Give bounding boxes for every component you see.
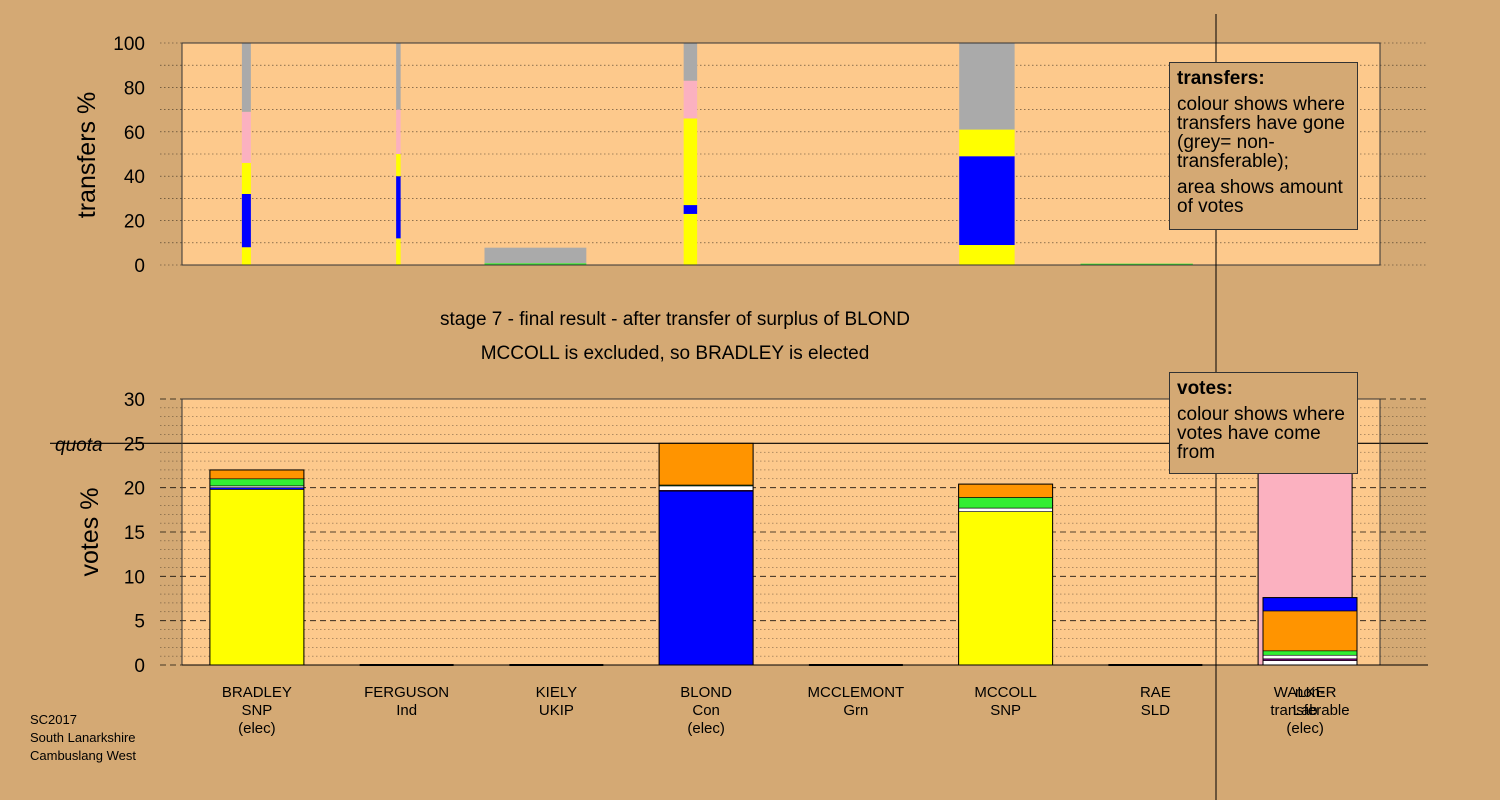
transfer-bar-segment xyxy=(484,247,587,264)
transfers-plot-border xyxy=(181,42,1381,266)
votes-tick-label: 20 xyxy=(124,479,145,500)
transfer-bar-segment xyxy=(396,43,401,110)
vote-bar-segment xyxy=(209,469,305,480)
candidate-name: MCCOLL xyxy=(974,684,1037,701)
stage-subtitle: MCCOLL is excluded, so BRADLEY is electe… xyxy=(481,343,870,364)
candidate-status: (elec) xyxy=(1286,720,1324,737)
transfers-tick-label: 40 xyxy=(124,167,145,188)
transfer-bar-segment xyxy=(396,176,401,239)
stage-title: stage 7 - final result - after transfer … xyxy=(440,309,910,330)
votes-tick-label: 5 xyxy=(134,612,145,633)
candidate-name: RAE xyxy=(1140,684,1171,701)
transfers-legend-text: colour shows where transfers have gone (… xyxy=(1177,94,1345,172)
transfers-legend-box: transfers: colour shows where transfers … xyxy=(1169,62,1358,230)
footer-line-2: South Lanarkshire xyxy=(30,730,136,745)
transfers-legend-title: transfers: xyxy=(1177,68,1265,89)
transfer-bar-segment xyxy=(683,213,698,265)
transfer-bar-segment xyxy=(396,238,401,265)
candidate-party: Grn xyxy=(843,702,868,719)
candidate-name: WALKER xyxy=(1274,684,1337,701)
transfers-tick-label: 100 xyxy=(113,34,145,55)
votes-tick-label: 30 xyxy=(124,390,145,411)
candidate-status: (elec) xyxy=(238,720,276,737)
transfer-bar-segment xyxy=(396,154,401,177)
vote-bar-segment xyxy=(658,485,754,491)
transfer-bar-segment xyxy=(959,43,1015,130)
transfer-bar-segment xyxy=(959,156,1015,246)
transfer-bar-segment xyxy=(396,109,401,154)
transfer-bar-segment xyxy=(683,118,698,206)
votes-tick-label: 15 xyxy=(124,523,145,544)
footer-line-1: SC2017 xyxy=(30,712,77,727)
candidate-name: MCCLEMONT xyxy=(808,684,905,701)
candidate-name: BRADLEY xyxy=(222,684,292,701)
vote-bar-segment xyxy=(1262,650,1358,656)
transfers-tick-label: 60 xyxy=(124,123,145,144)
transfer-bar-segment xyxy=(241,193,251,248)
transfer-bar-segment xyxy=(241,43,251,112)
transfer-bar-segment xyxy=(484,263,587,265)
candidate-party: Ind xyxy=(396,702,417,719)
vote-bar-segment xyxy=(958,483,1053,498)
transfers-legend-note: area shows amount of votes xyxy=(1177,177,1343,217)
candidate-status: (elec) xyxy=(687,720,725,737)
candidate-name: KIELY xyxy=(536,684,577,701)
transfer-bar-segment xyxy=(683,205,698,214)
vote-bar-segment xyxy=(658,443,754,486)
transfer-bar-segment xyxy=(1080,263,1193,265)
vote-bar-segment xyxy=(1262,660,1358,666)
transfer-bar-segment xyxy=(241,162,251,194)
votes-legend-text: colour shows where votes have come from xyxy=(1177,404,1345,463)
candidate-party: SNP xyxy=(990,702,1021,719)
transfer-bar-segment xyxy=(683,80,698,119)
candidate-name: non- xyxy=(1295,684,1325,701)
vote-bar-segment xyxy=(1262,610,1358,652)
vote-bar-segment xyxy=(209,489,305,666)
candidate-party: UKIP xyxy=(539,702,574,719)
vote-bar-segment xyxy=(1262,654,1358,660)
transfers-tick-label: 20 xyxy=(124,212,145,233)
transfers-tick-label: 80 xyxy=(124,78,145,99)
candidate-party: SLD xyxy=(1141,702,1170,719)
transfer-bar-segment xyxy=(241,247,251,265)
votes-legend-box: votes: colour shows where votes have com… xyxy=(1169,372,1358,474)
vote-bar-segment xyxy=(958,497,1053,509)
candidate-party: SNP xyxy=(241,702,272,719)
votes-tick-label: 10 xyxy=(124,567,145,588)
votes-axis-title: votes % xyxy=(76,488,104,577)
candidate-party: Lab xyxy=(1293,702,1318,719)
candidate-name: FERGUSON xyxy=(364,684,449,701)
transfers-tick-label: 0 xyxy=(134,256,145,277)
votes-tick-label: 25 xyxy=(124,434,145,455)
transfer-bar-segment xyxy=(241,111,251,163)
candidate-party: Con xyxy=(692,702,720,719)
vote-bar-segment xyxy=(1262,597,1358,612)
candidate-party: transferable xyxy=(1270,702,1349,719)
votes-tick-label: 0 xyxy=(134,656,145,677)
transfer-bar-segment xyxy=(959,129,1015,157)
vote-bar-segment xyxy=(658,490,754,666)
votes-legend-title: votes: xyxy=(1177,378,1233,399)
quota-label: quota xyxy=(55,435,103,456)
vote-bar-segment xyxy=(209,478,305,487)
transfer-bar-segment xyxy=(959,245,1015,265)
vote-bar-segment xyxy=(958,507,1053,512)
transfer-bar-segment xyxy=(683,43,698,81)
transfers-axis-title: transfers % xyxy=(73,92,101,218)
vote-bar-segment xyxy=(958,511,1053,666)
footer-line-3: Cambuslang West xyxy=(30,748,136,763)
candidate-name: BLOND xyxy=(680,684,732,701)
